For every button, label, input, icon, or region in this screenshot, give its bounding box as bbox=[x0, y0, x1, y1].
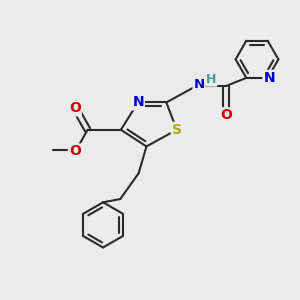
Text: N: N bbox=[194, 78, 205, 91]
Text: N: N bbox=[263, 71, 275, 85]
Text: S: S bbox=[172, 123, 182, 137]
Text: H: H bbox=[206, 73, 217, 86]
Text: O: O bbox=[220, 108, 232, 122]
Text: N: N bbox=[132, 95, 144, 110]
Text: O: O bbox=[69, 145, 81, 158]
Text: O: O bbox=[69, 101, 81, 116]
